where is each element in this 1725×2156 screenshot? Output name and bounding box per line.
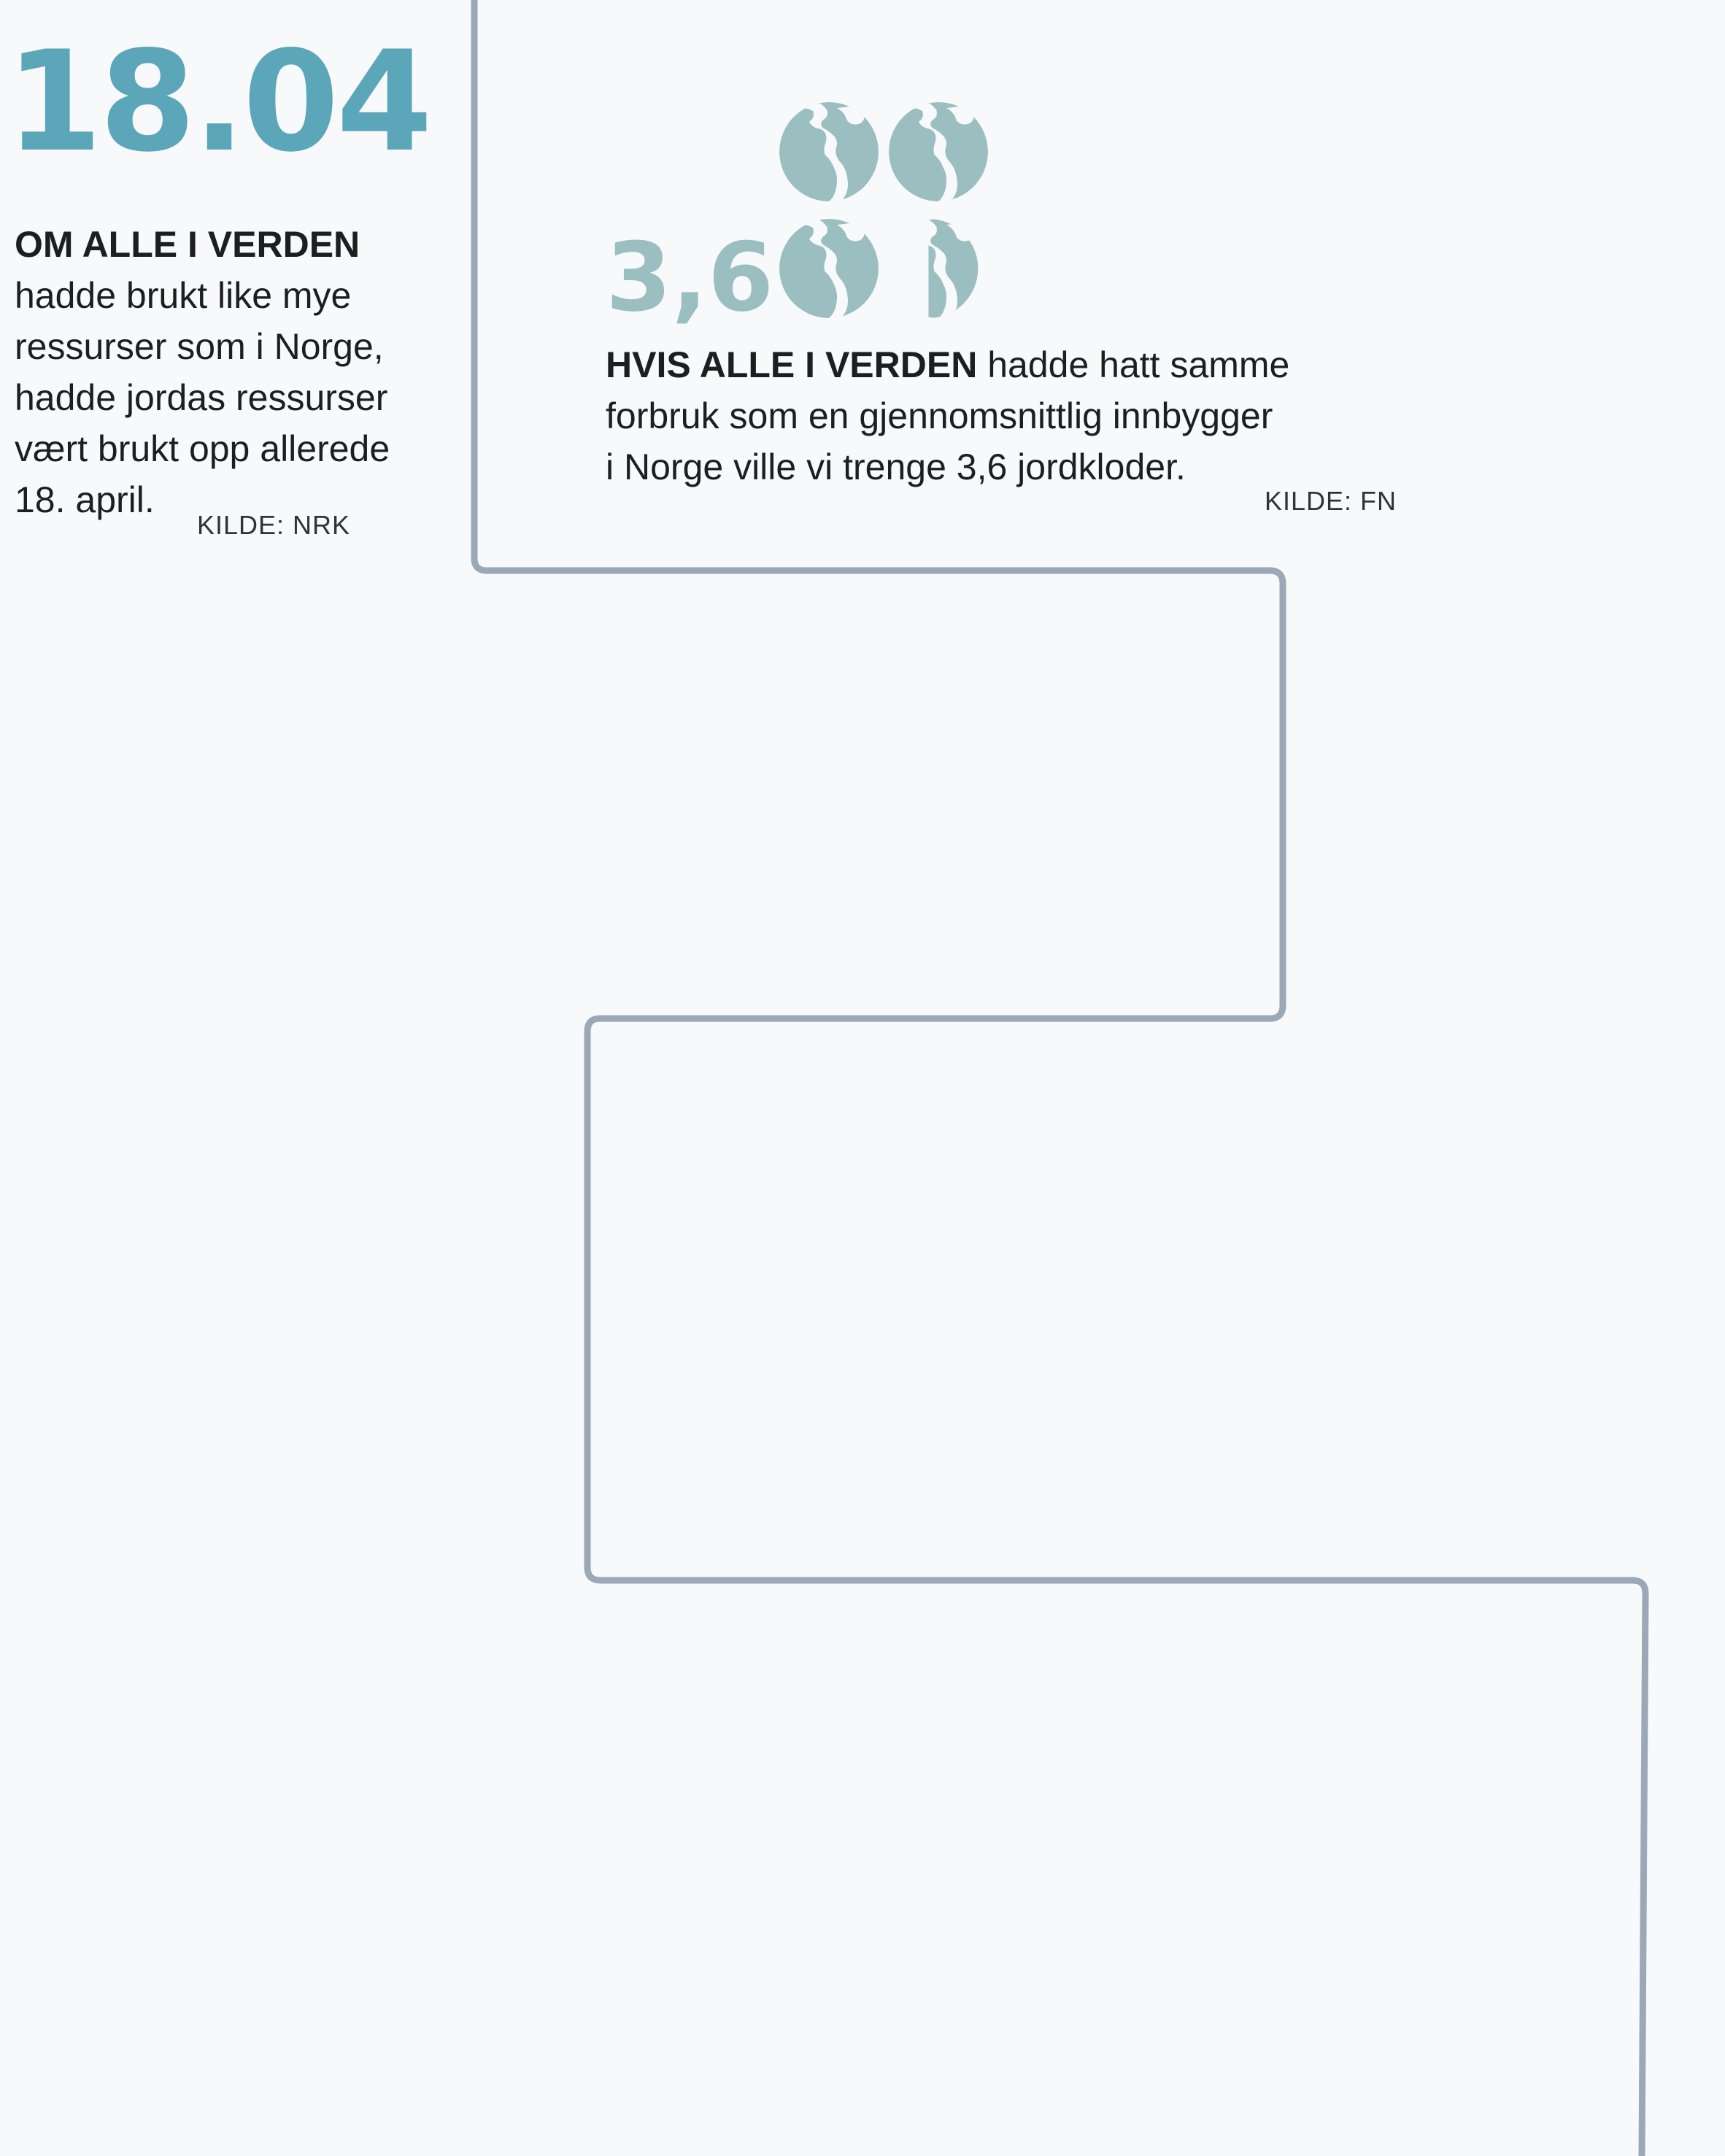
source-nrk: KILDE: NRK xyxy=(197,510,351,540)
globe-icon xyxy=(779,102,879,201)
right-lead: HVIS ALLE I VERDEN xyxy=(606,344,978,385)
globe-icon xyxy=(779,219,879,318)
earths-number: 3,6 xyxy=(606,222,774,333)
right-body: hadde hatt samme forbruk som en gjennoms… xyxy=(606,344,1290,487)
globe-icon xyxy=(889,102,988,201)
date-headline: 18.04 xyxy=(6,21,433,182)
right-text-block: HVIS ALLE I VERDEN hadde hatt samme forb… xyxy=(606,339,1408,492)
left-lead: OM ALLE I VERDEN xyxy=(15,224,360,265)
globes-group xyxy=(779,102,998,328)
globe-partial-icon xyxy=(928,219,979,318)
source-fn: KILDE: FN xyxy=(1265,486,1397,516)
left-text-block: OM ALLE I VERDEN hadde brukt like mye re… xyxy=(15,219,452,525)
left-body: hadde brukt like mye ressurser som i Nor… xyxy=(15,275,390,520)
